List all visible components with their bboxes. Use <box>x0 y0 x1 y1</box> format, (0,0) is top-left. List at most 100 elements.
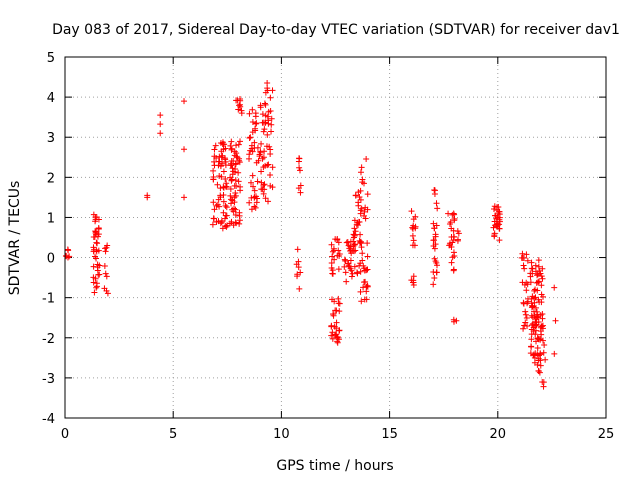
data-point <box>528 343 535 350</box>
tick-labels: 0 5 10 15 20 25 -4 -3 -2 -1 0 1 2 3 4 5 <box>42 51 614 442</box>
data-point <box>450 266 457 273</box>
data-point <box>102 270 109 277</box>
data-point <box>357 268 364 275</box>
data-point <box>364 240 371 247</box>
data-point <box>357 260 364 267</box>
data-point <box>535 336 542 343</box>
x-tick-label: 25 <box>598 427 615 442</box>
data-point <box>296 167 303 174</box>
data-point <box>264 80 271 87</box>
data-point <box>352 228 359 235</box>
data-point <box>216 173 223 180</box>
data-point <box>534 279 541 286</box>
data-point <box>157 112 164 119</box>
data-point <box>157 130 164 137</box>
data-point <box>523 287 530 294</box>
data-point <box>523 314 530 321</box>
data-point <box>336 327 343 334</box>
data-point <box>103 287 110 294</box>
x-tick-label: 10 <box>273 427 290 442</box>
data-point <box>296 164 303 171</box>
data-point <box>537 351 544 358</box>
data-point <box>351 248 358 255</box>
data-point <box>258 186 265 193</box>
data-point <box>446 221 453 228</box>
data-point <box>536 267 543 274</box>
data-point <box>364 283 371 290</box>
data-point <box>227 174 234 181</box>
data-point <box>492 222 499 229</box>
data-point <box>296 285 303 292</box>
data-point <box>453 317 460 324</box>
data-point <box>213 202 220 209</box>
data-point <box>264 113 271 120</box>
data-point <box>431 245 438 252</box>
data-point <box>447 242 454 249</box>
data-point <box>258 168 265 175</box>
y-tick-label: -1 <box>42 292 55 307</box>
data-point <box>537 362 544 369</box>
data-point <box>328 264 335 271</box>
data-point <box>93 284 100 291</box>
data-point <box>267 150 274 157</box>
data-point <box>409 225 416 232</box>
data-point <box>220 168 227 175</box>
data-point <box>332 307 339 314</box>
data-point <box>251 194 258 201</box>
data-point <box>346 263 353 270</box>
data-point <box>521 265 528 272</box>
x-tick-label: 15 <box>381 427 398 442</box>
data-point <box>222 145 229 152</box>
plot-frame <box>64 56 607 419</box>
data-point <box>227 142 234 149</box>
data-point <box>532 262 539 269</box>
data-point <box>260 128 267 135</box>
y-tick-label: 0 <box>47 252 55 267</box>
data-point <box>538 291 545 298</box>
data-point <box>528 296 535 303</box>
data-point <box>232 189 239 196</box>
x-tick-label: 0 <box>61 427 69 442</box>
data-point <box>94 240 101 247</box>
data-point <box>231 205 238 212</box>
data-point <box>261 100 268 107</box>
data-point <box>252 110 259 117</box>
data-point <box>232 211 239 218</box>
data-point <box>296 155 303 162</box>
data-point <box>528 326 535 333</box>
data-point <box>431 187 438 194</box>
data-point <box>521 254 528 261</box>
data-point <box>356 193 363 200</box>
data-point <box>258 140 265 147</box>
data-point <box>210 167 217 174</box>
data-point <box>236 102 243 109</box>
data-point <box>261 181 268 188</box>
data-point <box>495 204 502 211</box>
data-point <box>357 196 364 203</box>
data-point <box>268 128 275 135</box>
data-point <box>220 198 227 205</box>
data-point <box>364 253 371 260</box>
data-point <box>409 224 416 231</box>
data-point <box>358 244 365 251</box>
data-point <box>409 232 416 239</box>
data-point <box>343 278 350 285</box>
data-point <box>228 138 235 145</box>
data-point <box>237 138 244 145</box>
data-point <box>90 279 97 286</box>
data-points <box>62 80 559 390</box>
data-point <box>247 147 254 154</box>
data-point <box>354 270 361 277</box>
data-point <box>91 289 98 296</box>
data-point <box>210 199 217 206</box>
data-point <box>524 257 531 264</box>
y-tick-label: -3 <box>42 372 55 387</box>
data-point <box>227 192 234 199</box>
data-point <box>341 263 348 270</box>
data-point <box>181 98 188 105</box>
data-point <box>267 171 274 178</box>
data-point <box>411 242 418 249</box>
data-point <box>65 247 72 254</box>
